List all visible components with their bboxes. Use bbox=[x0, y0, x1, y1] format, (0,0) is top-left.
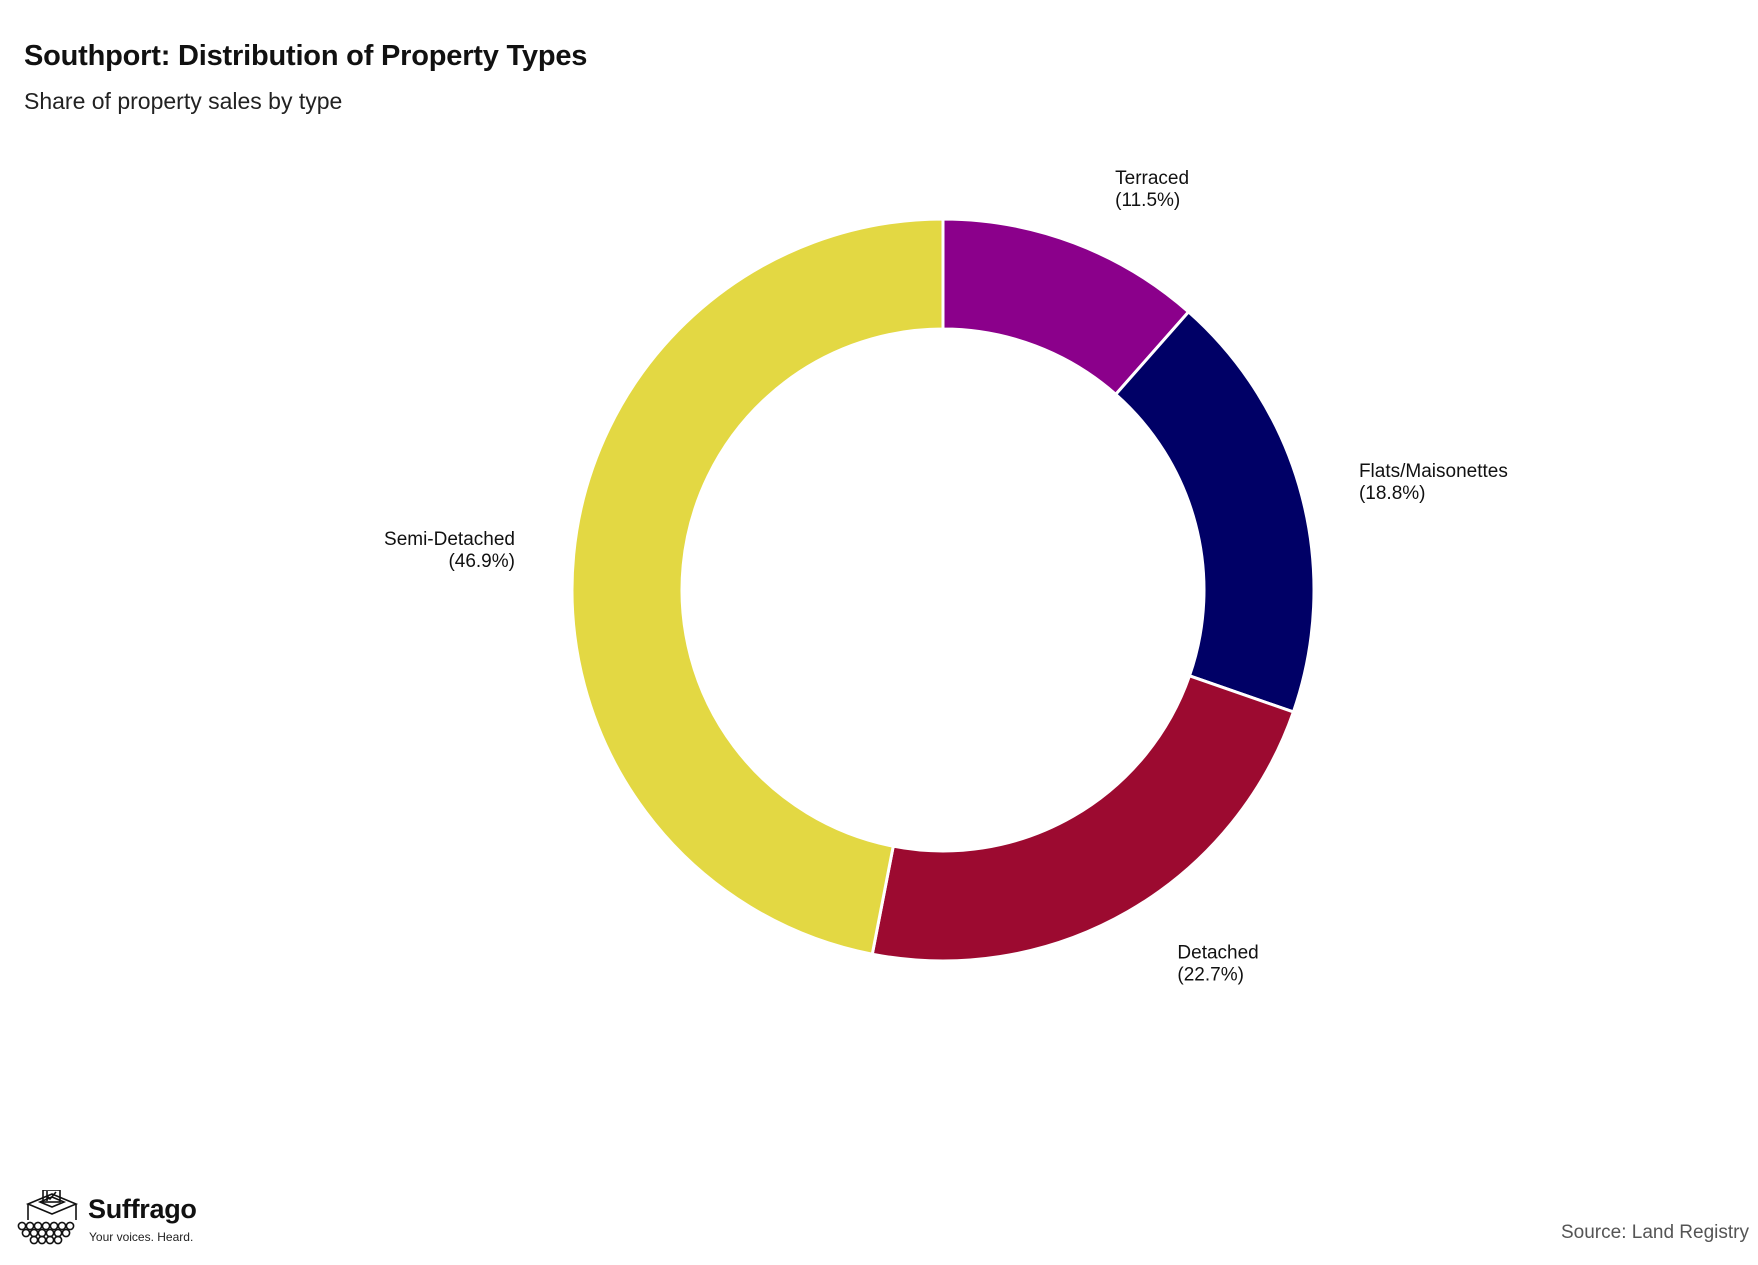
chart-subtitle: Share of property sales by type bbox=[24, 88, 343, 114]
slice-percent: (11.5%) bbox=[1115, 190, 1180, 211]
slice-detached bbox=[870, 674, 1295, 963]
brand-name: Suffrago bbox=[88, 1194, 197, 1224]
donut-slices bbox=[570, 217, 1316, 963]
slice-flats-maisonettes bbox=[1114, 310, 1316, 714]
slice-category: Semi-Detached bbox=[384, 529, 515, 550]
slice-percent: (22.7%) bbox=[1177, 965, 1244, 986]
source-note: Source: Land Registry bbox=[1561, 1222, 1749, 1243]
suffrago-logo-icon bbox=[17, 1190, 79, 1245]
slice-label-detached: Detached (22.7%) bbox=[1177, 943, 1258, 986]
slice-label-semi-detached: Semi-Detached (46.9%) bbox=[384, 529, 515, 572]
slice-percent: (46.9%) bbox=[448, 551, 515, 572]
slice-semi-detached bbox=[570, 217, 945, 956]
brand-tagline: Your voices. Heard. bbox=[89, 1230, 194, 1244]
slice-labels: Terraced (11.5%) Flats/Maisonettes (18.8%) D… bbox=[384, 168, 1508, 986]
slice-percent: (18.8%) bbox=[1359, 483, 1426, 504]
slice-category: Flats/Maisonettes bbox=[1359, 461, 1508, 482]
slice-label-flats-maisonettes: Flats/Maisonettes (18.8%) bbox=[1359, 461, 1508, 504]
slice-category: Detached bbox=[1177, 943, 1258, 964]
slice-label-terraced: Terraced (11.5%) bbox=[1115, 168, 1189, 211]
slice-category: Terraced bbox=[1115, 168, 1189, 189]
chart-title: Southport: Distribution of Property Type… bbox=[24, 40, 588, 72]
